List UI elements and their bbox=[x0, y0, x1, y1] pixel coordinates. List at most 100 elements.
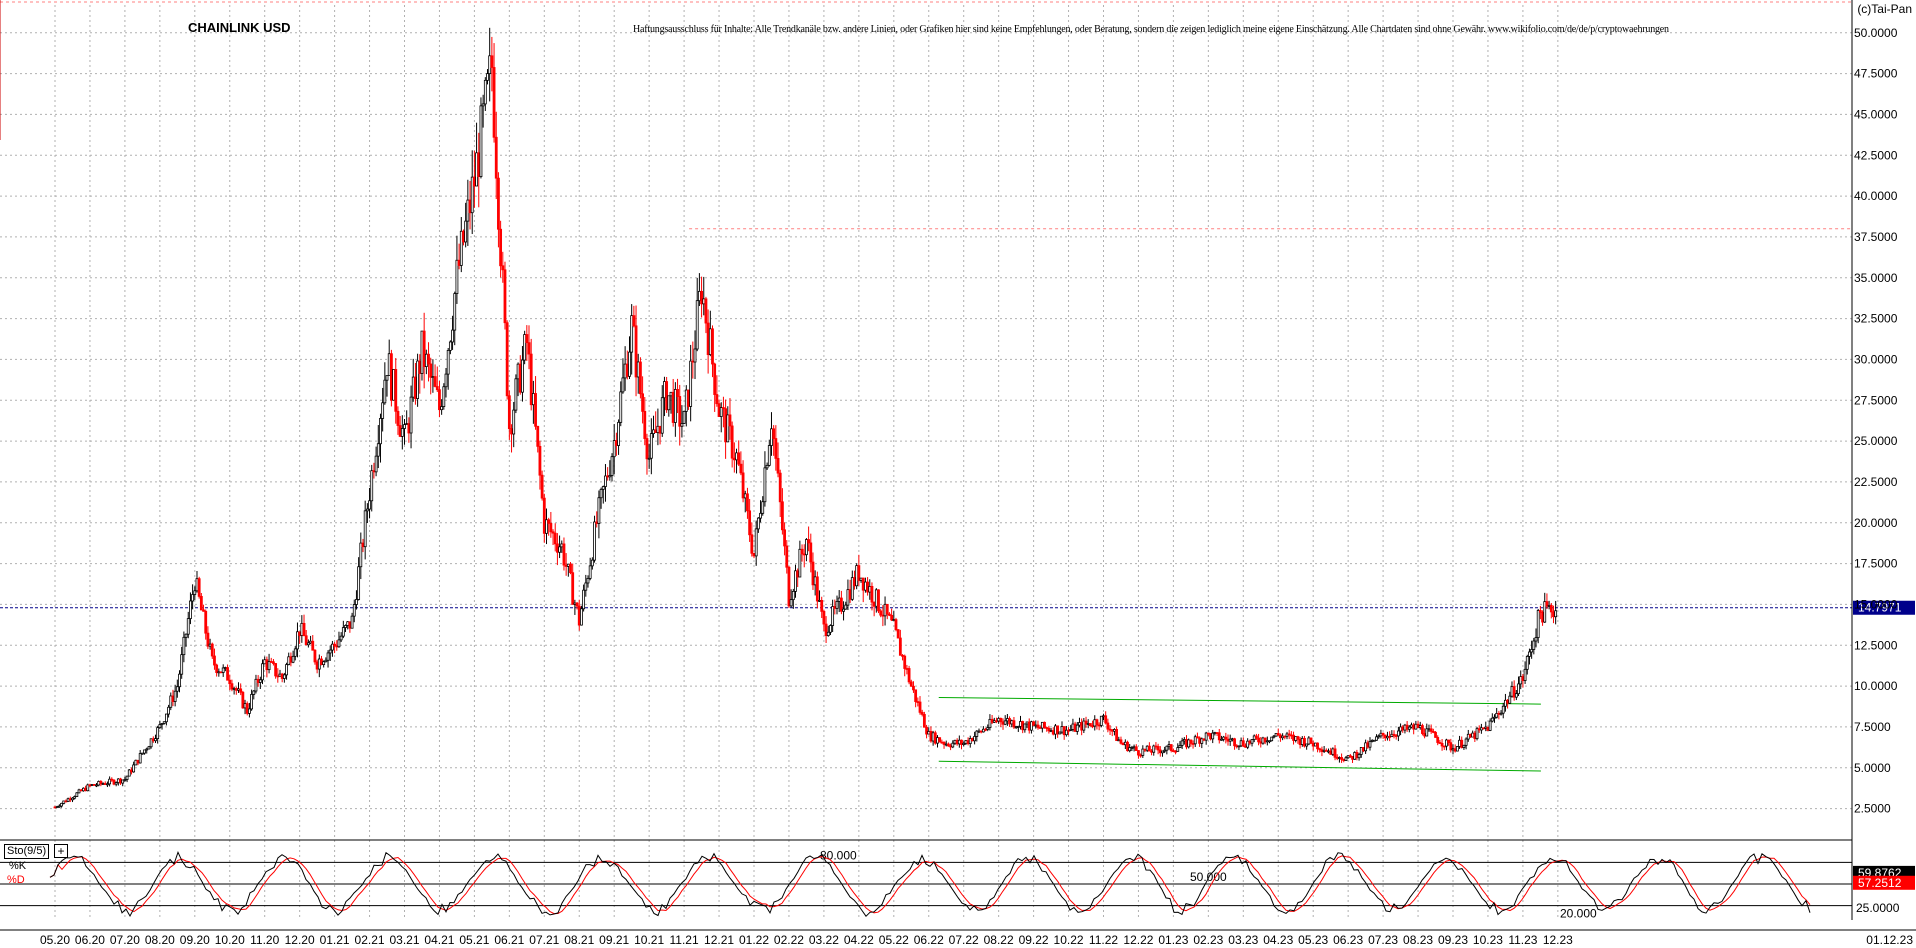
candle-body bbox=[1154, 745, 1158, 748]
x-tick-label: 10.22 bbox=[1054, 933, 1084, 947]
candle-body bbox=[892, 619, 896, 622]
candle-body bbox=[678, 396, 682, 427]
candle-body bbox=[580, 608, 583, 626]
candle-body bbox=[112, 779, 116, 785]
candle-body bbox=[1394, 735, 1398, 737]
candle-body bbox=[119, 778, 122, 784]
candle-body bbox=[1060, 726, 1064, 733]
candle-body bbox=[547, 519, 551, 524]
candle-body bbox=[1027, 721, 1031, 731]
candle-body bbox=[870, 585, 874, 603]
candle-body bbox=[1327, 750, 1330, 753]
candle-body bbox=[1110, 729, 1114, 732]
candle-body bbox=[1399, 726, 1402, 732]
candle-body bbox=[1545, 601, 1549, 607]
candle-body bbox=[999, 718, 1003, 723]
candle-body bbox=[682, 411, 686, 424]
channel-lower-line bbox=[938, 760, 1541, 772]
candle-body bbox=[1156, 746, 1160, 751]
candle-body bbox=[783, 529, 786, 547]
candle-body bbox=[106, 783, 109, 786]
candle-body bbox=[350, 615, 354, 629]
x-tick-label: 04.21 bbox=[424, 933, 454, 947]
y-tick-label: 2.5000 bbox=[1854, 802, 1891, 816]
candle-body bbox=[822, 610, 826, 625]
candle-body bbox=[829, 625, 832, 633]
candle-body bbox=[352, 604, 356, 617]
candle-body bbox=[872, 601, 876, 607]
candle-body bbox=[647, 457, 651, 460]
candle-body bbox=[582, 589, 586, 610]
candle-body bbox=[202, 609, 205, 612]
candle-body bbox=[595, 521, 599, 524]
candle-body bbox=[138, 753, 142, 764]
candle-body bbox=[719, 407, 723, 417]
candle-body bbox=[1488, 720, 1492, 731]
candle-body bbox=[521, 359, 524, 393]
candle-body bbox=[320, 658, 323, 666]
candle-body bbox=[1421, 725, 1424, 734]
candle-body bbox=[1152, 745, 1156, 753]
candle-body bbox=[981, 728, 985, 733]
candle-body bbox=[802, 553, 806, 556]
candle-body bbox=[420, 330, 424, 374]
candle-body bbox=[776, 457, 780, 474]
add-indicator-button[interactable]: + bbox=[54, 844, 68, 858]
candle-body bbox=[881, 614, 885, 617]
candle-body bbox=[1479, 727, 1483, 731]
candle-body bbox=[536, 425, 540, 447]
candle-body bbox=[914, 689, 918, 702]
candle-body bbox=[1445, 739, 1448, 747]
candle-body bbox=[929, 730, 933, 742]
candle-body bbox=[1025, 721, 1029, 725]
candle-body bbox=[1071, 723, 1075, 730]
candle-body bbox=[1512, 686, 1516, 698]
candle-body bbox=[1204, 732, 1208, 741]
candle-body bbox=[1355, 752, 1359, 759]
candle-body bbox=[1235, 745, 1239, 748]
candle-body bbox=[438, 389, 441, 411]
candle-body bbox=[663, 381, 666, 399]
candle-body bbox=[931, 732, 935, 742]
candle-body bbox=[866, 581, 869, 593]
candle-body bbox=[221, 667, 225, 673]
candle-body bbox=[903, 655, 907, 669]
x-tick-label: 09.23 bbox=[1438, 933, 1468, 947]
candle-body bbox=[645, 438, 649, 460]
candle-body bbox=[77, 789, 81, 794]
candle-body bbox=[1252, 735, 1256, 740]
indicator-name[interactable]: Sto(9/5) bbox=[4, 844, 50, 859]
candle-body bbox=[108, 778, 112, 785]
candle-body bbox=[394, 369, 398, 412]
candle-body bbox=[918, 701, 922, 713]
candle-body bbox=[763, 467, 767, 503]
candle-body bbox=[309, 640, 312, 644]
candle-body bbox=[1495, 713, 1499, 718]
candle-body bbox=[1324, 749, 1328, 752]
candle-body bbox=[1010, 720, 1014, 725]
candle-body bbox=[1392, 733, 1396, 736]
candle-body bbox=[641, 393, 644, 412]
candle-body bbox=[997, 718, 1001, 722]
candle-body bbox=[73, 796, 77, 799]
x-tick-label: 09.20 bbox=[180, 933, 210, 947]
candle-body bbox=[1554, 610, 1558, 618]
candle-body bbox=[588, 565, 592, 579]
candle-body bbox=[219, 671, 223, 674]
x-tick-label: 12.23 bbox=[1543, 933, 1573, 947]
candle-body bbox=[979, 730, 983, 733]
candle-body bbox=[488, 55, 492, 75]
candle-body bbox=[165, 713, 168, 723]
candle-body bbox=[169, 695, 173, 708]
candle-body bbox=[1163, 749, 1167, 752]
candle-body bbox=[322, 661, 326, 666]
candle-body bbox=[184, 633, 188, 638]
candle-body bbox=[909, 681, 913, 687]
y-tick-label: 22.5000 bbox=[1854, 475, 1898, 489]
candle-body bbox=[68, 798, 72, 801]
candle-body bbox=[676, 389, 679, 397]
candle-body bbox=[339, 635, 343, 641]
candle-body bbox=[167, 706, 170, 715]
candle-body bbox=[180, 654, 184, 675]
